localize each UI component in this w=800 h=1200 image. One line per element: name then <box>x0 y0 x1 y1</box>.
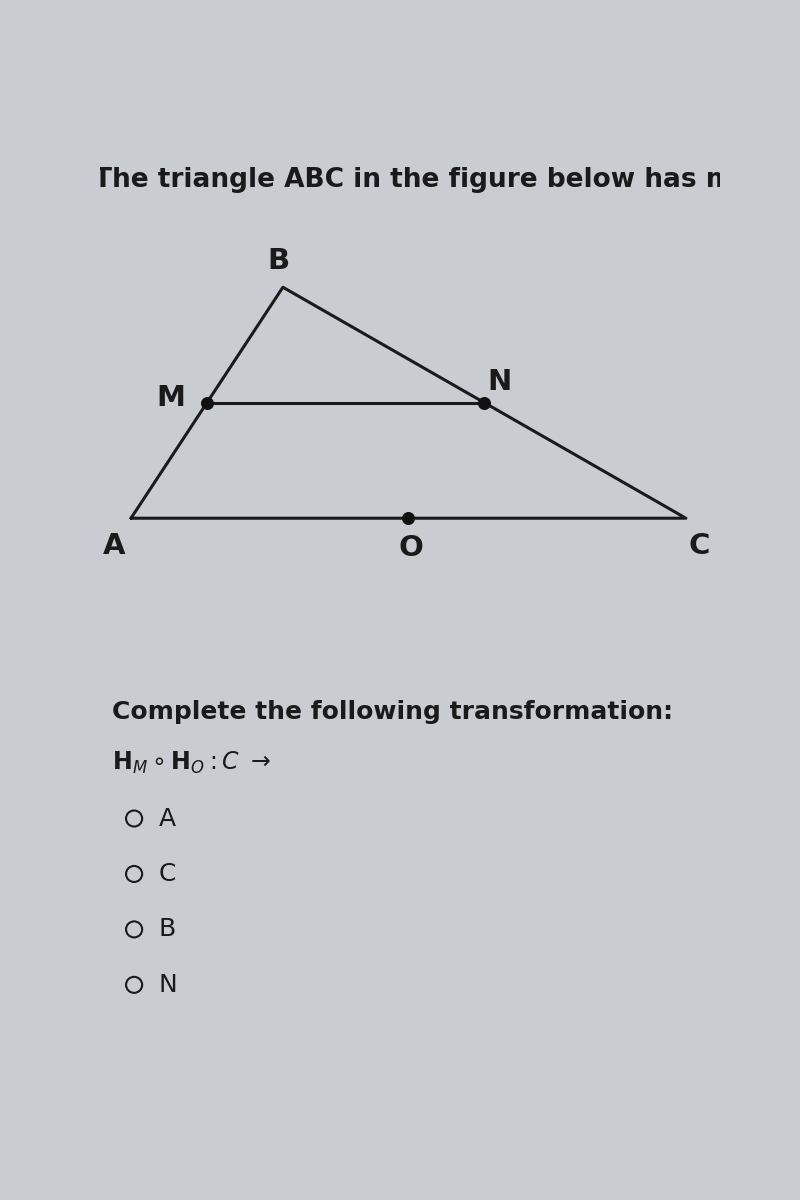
Text: O: O <box>399 534 424 562</box>
Text: B: B <box>159 917 176 941</box>
Text: N: N <box>159 973 178 997</box>
Text: B: B <box>267 247 289 275</box>
Text: C: C <box>689 532 710 560</box>
Point <box>478 394 491 413</box>
Text: N: N <box>488 368 512 396</box>
Text: A: A <box>102 532 125 560</box>
Text: M: M <box>157 384 186 412</box>
Text: $\mathbf{H}_M\circ \mathbf{H}_O: C\ \rightarrow$: $\mathbf{H}_M\circ \mathbf{H}_O: C\ \rig… <box>112 750 272 776</box>
Point <box>402 509 414 528</box>
Point <box>201 394 214 413</box>
Text: The triangle ABC in the figure below has midp: The triangle ABC in the figure below has… <box>94 167 780 193</box>
Text: A: A <box>159 806 176 830</box>
Text: Complete the following transformation:: Complete the following transformation: <box>112 701 674 725</box>
Text: C: C <box>159 862 176 886</box>
